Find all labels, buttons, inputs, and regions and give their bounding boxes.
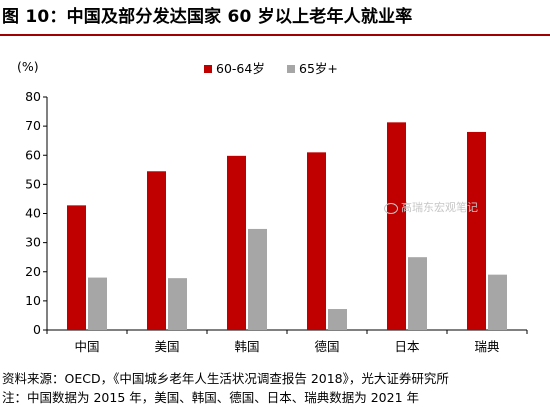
bar-age-60-64 (307, 152, 326, 330)
x-tick-label: 瑞典 (474, 339, 499, 354)
y-tick-label: 20 (25, 264, 41, 279)
legend-label: 65岁+ (299, 61, 338, 76)
watermark-text: 高瑞东宏观笔记 (401, 201, 478, 214)
y-tick-label: 10 (25, 293, 41, 308)
bar-age-65-plus (488, 274, 507, 330)
bar-age-60-64 (227, 155, 246, 330)
bar-age-65-plus (168, 278, 187, 330)
bar-age-60-64 (467, 131, 486, 330)
y-tick-label: 50 (25, 176, 41, 191)
x-tick-label: 美国 (154, 339, 179, 354)
bar-age-65-plus (408, 257, 427, 330)
y-tick-label: 80 (25, 89, 41, 104)
bar-age-60-64 (147, 171, 166, 330)
y-tick-label: 60 (25, 147, 41, 162)
figure-title: 图 10：中国及部分发达国家 60 岁以上老年人就业率 (2, 7, 413, 27)
watermark: 高瑞东宏观笔记 (384, 199, 478, 215)
title-divider (0, 34, 550, 36)
bar-age-65-plus (248, 228, 267, 330)
bar-age-60-64 (67, 205, 86, 330)
source-note: 资料来源：OECD，《中国城乡老年人生活状况调查报告 2018》，光大证券研究所 (2, 371, 449, 386)
wechat-icon (384, 202, 398, 214)
legend-label: 60-64岁 (216, 61, 265, 76)
y-tick-label: 0 (33, 322, 41, 337)
bar-age-65-plus (328, 309, 347, 330)
y-tick-label: 70 (25, 118, 41, 133)
y-axis-unit: (%) (17, 59, 39, 74)
legend-swatch (204, 65, 212, 73)
x-tick-label: 韩国 (234, 339, 259, 354)
bar-age-65-plus (88, 277, 107, 330)
x-tick-label: 日本 (394, 339, 420, 354)
x-tick-label: 中国 (74, 339, 99, 354)
y-tick-label: 40 (25, 206, 41, 221)
bar-age-60-64 (387, 122, 406, 331)
legend-swatch (287, 65, 295, 73)
y-tick-label: 30 (25, 235, 41, 250)
x-tick-label: 德国 (314, 339, 339, 354)
bar-chart: (%) 0 10 20 30 40 50 60 70 80 中国 美国 韩国 德国 日本 瑞典 60-64岁 65… (17, 59, 528, 354)
data-year-note: 注：中国数据为 2015 年，美国、韩国、德国、日本、瑞典数据为 2021 年 (2, 390, 420, 405)
